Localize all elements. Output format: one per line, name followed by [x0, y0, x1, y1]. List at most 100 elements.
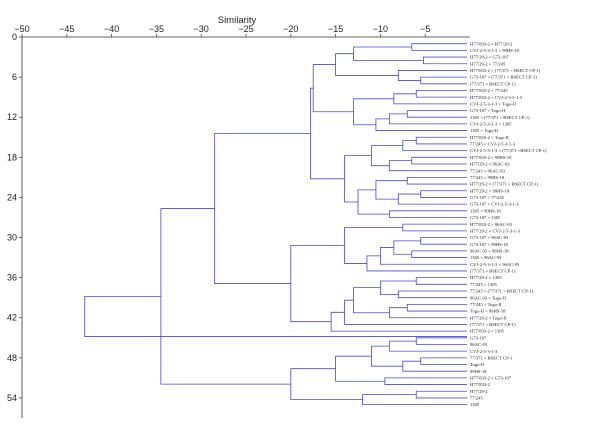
dendrogram-link — [388, 307, 467, 319]
y-tick-label: 18 — [7, 152, 17, 162]
dendrogram-link — [406, 110, 467, 118]
leaf-label: Togo-II × 99HS-18 — [470, 309, 506, 314]
leaf-label: 1305 × 99HS-18 — [470, 208, 501, 213]
leaf-label: H77/29-2 × 99HS-18 — [470, 188, 510, 193]
dendrogram-link — [415, 136, 467, 145]
dendrogram-links — [84, 43, 467, 406]
leaf-label: H77/833-2 × Togo-II — [470, 135, 509, 140]
y-tick-label: 54 — [7, 393, 17, 403]
dendrogram-link — [393, 240, 421, 255]
leaf-label: 77/245 — [470, 396, 483, 401]
leaf-label: H77/29-2 × 96AC-93 — [470, 162, 510, 167]
y-tick-label: 48 — [7, 353, 17, 363]
dendrogram-link — [397, 290, 467, 299]
dendrogram-link — [388, 113, 467, 125]
y-tick-label: 24 — [7, 192, 17, 202]
leaf-label: H77/29-2 × 77/245 — [470, 61, 506, 66]
leaf-label: G73-107 × Togo-II — [470, 108, 506, 113]
dendrogram-link — [411, 156, 467, 165]
leaf-label: H77/833-2 × G73-107 — [470, 375, 512, 380]
x-tick-label: −45 — [59, 24, 74, 34]
dendrogram-link — [415, 337, 467, 345]
leaf-label: CVJ-2-5-3-1-3 × (77/371 ×BSECT CP-1) — [470, 148, 547, 153]
dendrogram-link — [393, 93, 467, 105]
dendrogram-link — [344, 299, 467, 325]
leaf-label: H77/833-2 — [470, 382, 491, 387]
dendrogram-link — [415, 277, 467, 285]
leaf-label: CVJ-2-5-3-1-3 × Togo-II — [470, 101, 517, 106]
dendrogram-link — [290, 245, 345, 323]
y-tick-label: 30 — [7, 233, 17, 243]
dendrogram-link — [330, 311, 467, 332]
x-tick-label: −40 — [104, 24, 119, 34]
x-tick-label: −50 — [14, 24, 29, 34]
dendrogram-link — [388, 160, 467, 172]
dendrogram-link — [335, 53, 399, 76]
leaf-label: 77/245 × 1305 — [470, 282, 498, 287]
leaf-label: H77/29-2 × Togo-II — [470, 315, 507, 320]
leaf-label: H77/29-2 × G73-107 — [470, 55, 510, 60]
dendrogram-link — [402, 360, 467, 372]
leaf-label: 96AC-93 — [470, 342, 488, 347]
dendrogram-link — [371, 345, 403, 367]
leaf-label: H77/833-2 × 96AC-93 — [470, 222, 513, 227]
leaf-label: 1305 × 96AC-93 — [470, 255, 502, 260]
leaf-label: G73-107 × (77/371 × BSECT CP-1) — [470, 75, 537, 80]
dendrogram-link — [160, 208, 291, 385]
leaf-label: CVJ-2-5-3-1-3 — [470, 349, 498, 354]
y-tick-label: 0 — [12, 32, 17, 42]
leaf-label: 77/245 × (77/371 × BSECT CP-1) — [470, 289, 534, 294]
dendrogram-link — [84, 295, 467, 337]
dendrogram-link — [357, 189, 390, 215]
leaf-label: 77/245 × Togo-II — [470, 302, 502, 307]
leaf-label: (77/371 × BSECT CP-1) — [470, 322, 516, 327]
dendrogram-link — [371, 145, 403, 167]
dendrogram-link — [353, 46, 424, 61]
leaf-label: 96AC-93 × Togo-II — [470, 295, 506, 300]
dendrogram-link — [397, 70, 467, 81]
x-tick-label: −10 — [373, 24, 388, 34]
x-tick-label: −20 — [283, 24, 298, 34]
leaf-label: CVJ-2-5-3-1-3 × 1305 — [470, 121, 512, 126]
dendrogram-link — [380, 247, 467, 265]
leaf-label: G73-107 × 96AC-93 — [470, 235, 509, 240]
y-axis: 0 6 12 18 24 30 36 42 48 54 — [7, 32, 23, 418]
leaf-label: H77/29-2 — [470, 389, 488, 394]
leaf-label: H77/29-2 × 1305 — [470, 275, 502, 280]
dendrogram-link — [366, 255, 467, 272]
dendrogram-link — [420, 76, 467, 85]
dendrogram-link — [420, 237, 467, 245]
leaf-label: 1305 × (77/371 × BSECT CP-1) — [470, 115, 530, 120]
leaf-label: 77/245 × 99HS-18 — [470, 175, 505, 180]
dendrogram-link — [388, 210, 467, 218]
leaf-label: 96AC-93 × 99HS-18 — [470, 248, 509, 253]
x-axis-title: Similarity — [218, 15, 257, 26]
leaf-label: 77/245 × 96AC-93 — [470, 168, 505, 173]
dendrogram-link — [397, 193, 467, 205]
dendrogram-link — [312, 64, 354, 113]
leaf-label: G73-107 × 99HS-18 — [470, 242, 509, 247]
dendrogram-link — [420, 357, 467, 365]
x-tick-label: −15 — [328, 24, 343, 34]
leaf-label: H77/29-2 × (77/371 × BSECT CP-1) — [470, 182, 538, 187]
dendrogram-link — [420, 190, 467, 198]
leaf-label: (77/371 × BSECT CP-1) — [470, 269, 516, 274]
leaf-label: (77/371 × BSECT CP-1) — [470, 81, 516, 86]
leaf-label: CVJ-2-5-3-1-3 × 96AC-93 — [470, 262, 520, 267]
dendrogram-link — [353, 287, 390, 314]
dendrogram-link — [402, 223, 467, 232]
leaf-label: 77/371 × BSECT CP-1 — [470, 355, 513, 360]
leaf-label: 1305 — [470, 402, 480, 407]
dendrogram-link — [375, 180, 408, 200]
leaf-label: H77/833-2 × (77/371 × BSECT CP-1) — [470, 68, 541, 73]
leaf-label: H77/833-2 × H77/29-2 — [470, 41, 513, 46]
dendrogram-link — [411, 250, 467, 258]
leaf-label: 1305 × Togo-II — [470, 128, 498, 133]
y-tick-label: 6 — [12, 72, 17, 82]
leaf-label: H77/833-2 × 77/245 — [470, 88, 508, 93]
leaf-label: H77/833-2 × 1305 — [470, 329, 505, 334]
leaf-label: H77/29-2 × CVJ-2-5-3-1-3 — [470, 228, 521, 233]
x-tick-label: −5 — [420, 24, 430, 34]
